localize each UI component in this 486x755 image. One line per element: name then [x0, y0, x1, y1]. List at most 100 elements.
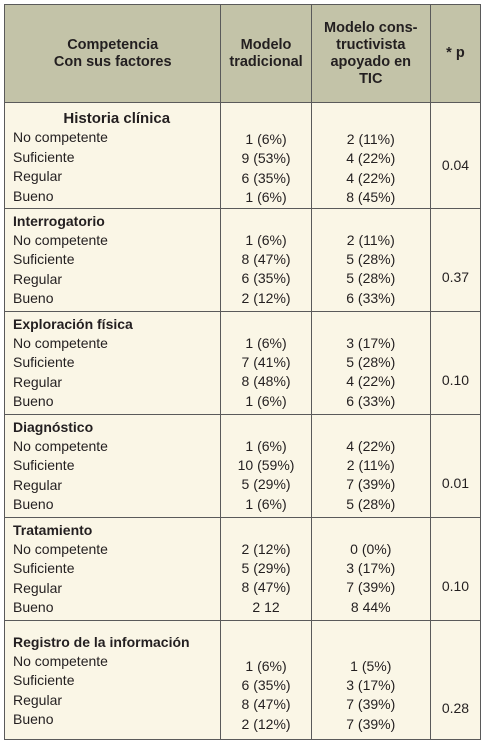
value: 5 (29%) — [241, 476, 291, 493]
constructivist-values: 4 (22%) 2 (11%) 7 (39%) 5 (28%) — [310, 413, 431, 518]
traditional-values: 1 (6%) 7 (41%) 8 (48%) 1 (6%) — [220, 310, 312, 415]
group-label-cell: Tratamiento No competente Suficiente Reg… — [3, 516, 222, 621]
group-label-cell: Exploración física No competente Suficie… — [3, 310, 222, 415]
factor-label: No competente — [13, 232, 108, 249]
factor-label: No competente — [13, 653, 108, 670]
factor-label: Bueno — [13, 290, 54, 307]
group-label-cell: Interrogatorio No competente Suficiente … — [3, 207, 222, 312]
competency-table: Competencia Con sus factores Modelo tradic… — [3, 4, 482, 740]
factor-label: Bueno — [13, 187, 54, 204]
factor-label: Regular — [13, 373, 63, 390]
value: 2 (11%) — [346, 231, 395, 248]
value: 1 (6%) — [245, 231, 287, 248]
factor-label: Regular — [13, 579, 63, 596]
p-value: 0.28 — [429, 619, 482, 740]
constructivist-values: 2 (11%) 4 (22%) 4 (22%) 8 (45%) — [310, 102, 431, 209]
group-title: Historia clínica — [63, 110, 171, 127]
value: 8 (47%) — [241, 696, 291, 713]
factor-label: No competente — [13, 129, 108, 146]
factor-label: Suficiente — [13, 148, 75, 165]
value: 1 (6%) — [245, 189, 287, 206]
group-row: Registro de la información No competente… — [3, 619, 482, 740]
factor-label: No competente — [13, 438, 108, 455]
value: 6 (35%) — [241, 169, 291, 186]
value: 2 12 — [252, 598, 280, 615]
value: 8 (47%) — [241, 251, 291, 268]
value: 7 (39%) — [346, 715, 396, 732]
traditional-values: 1 (6%) 8 (47%) 6 (35%) 2 (12%) — [220, 207, 312, 312]
group-row: Historia clínica No competente Suficient… — [3, 102, 482, 209]
factor-label: No competente — [13, 541, 108, 558]
header-row: Competencia Con sus factores Modelo tradic… — [3, 4, 482, 103]
group-label-cell: Diagnóstico No competente Suficiente Reg… — [3, 413, 222, 518]
value: 9 (53%) — [241, 150, 291, 167]
value: 7 (39%) — [346, 696, 396, 713]
group-title: Interrogatorio — [13, 212, 105, 229]
factor-label: Regular — [13, 270, 63, 287]
factor-label: Suficiente — [13, 560, 75, 577]
value: 3 (17%) — [346, 334, 396, 351]
group-label-cell: Historia clínica No competente Suficient… — [3, 102, 222, 209]
traditional-values: 2 (12%) 5 (29%) 8 (47%) 2 12 — [220, 516, 312, 621]
group-label-cell: Registro de la información No competente… — [3, 619, 222, 740]
traditional-values: 1 (6%) 6 (35%) 8 (47%) 2 (12%) — [220, 619, 312, 740]
group-title: Registro de la información — [13, 633, 190, 650]
factor-label: Regular — [13, 691, 63, 708]
traditional-values: 1 (6%) 10 (59%) 5 (29%) 1 (6%) — [220, 413, 312, 518]
traditional-values: 1 (6%) 9 (53%) 6 (35%) 1 (6%) — [220, 102, 312, 209]
value: 7 (41%) — [241, 354, 291, 371]
value: 5 (28%) — [346, 270, 396, 287]
value: 2 (12%) — [241, 540, 291, 557]
factor-label: Regular — [13, 168, 63, 185]
factor-label: No competente — [13, 335, 108, 352]
factor-label: Bueno — [13, 496, 54, 513]
value: 8 (47%) — [241, 579, 291, 596]
p-value: 0.10 — [429, 516, 482, 621]
value: 2 (12%) — [241, 715, 291, 732]
value: 1 (6%) — [245, 131, 287, 147]
value: 1 (6%) — [245, 657, 287, 674]
value: 1 (6%) — [245, 334, 287, 351]
header-modelo-tradicional: Modelo tradicional — [220, 4, 312, 103]
value: 3 (17%) — [346, 560, 396, 577]
factor-label: Bueno — [13, 393, 54, 410]
group-row: Tratamiento No competente Suficiente Reg… — [3, 516, 482, 621]
factor-label: Suficiente — [13, 672, 75, 689]
value: 5 (29%) — [241, 560, 291, 577]
factor-label: Bueno — [13, 711, 54, 728]
constructivist-values: 3 (17%) 5 (28%) 4 (22%) 6 (33%) — [310, 310, 431, 415]
p-value: 0.37 — [429, 207, 482, 312]
value: 6 (35%) — [241, 677, 291, 694]
value: 6 (33%) — [346, 392, 396, 409]
value: 6 (35%) — [241, 270, 291, 287]
value: 7 (39%) — [346, 476, 396, 493]
value: 5 (28%) — [346, 251, 396, 268]
group-title: Exploración física — [13, 315, 133, 332]
group-row: Exploración física No competente Suficie… — [3, 310, 482, 415]
factor-label: Bueno — [13, 599, 54, 616]
value: 6 (33%) — [346, 289, 396, 306]
value: 2 (12%) — [241, 289, 291, 306]
constructivist-values: 0 (0%) 3 (17%) 7 (39%) 8 44% — [310, 516, 431, 621]
value: 1 (5%) — [350, 657, 392, 674]
value: 7 (39%) — [346, 579, 396, 596]
factor-label: Suficiente — [13, 457, 75, 474]
value: 0 (0%) — [350, 540, 392, 557]
p-value: 0.01 — [429, 413, 482, 518]
constructivist-values: 2 (11%) 5 (28%) 5 (28%) 6 (33%) — [310, 207, 431, 312]
value: 2 (11%) — [346, 457, 395, 474]
value: 4 (22%) — [346, 373, 396, 390]
factor-label: Regular — [13, 476, 63, 493]
value: 8 44% — [350, 598, 391, 615]
value: 1 (6%) — [245, 495, 287, 512]
p-value: 0.04 — [429, 102, 482, 209]
value: 4 (22%) — [346, 169, 396, 186]
value: 8 (48%) — [241, 373, 291, 390]
header-competencia: Competencia Con sus factores — [3, 4, 222, 103]
value: 4 (22%) — [346, 150, 396, 167]
factor-label: Suficiente — [13, 354, 75, 371]
value: 5 (28%) — [346, 354, 396, 371]
group-title: Tratamiento — [13, 521, 93, 538]
header-modelo-constructivista: Modelo cons-tructivista apoyado en TIC — [310, 4, 431, 103]
value: 10 (59%) — [237, 457, 295, 474]
